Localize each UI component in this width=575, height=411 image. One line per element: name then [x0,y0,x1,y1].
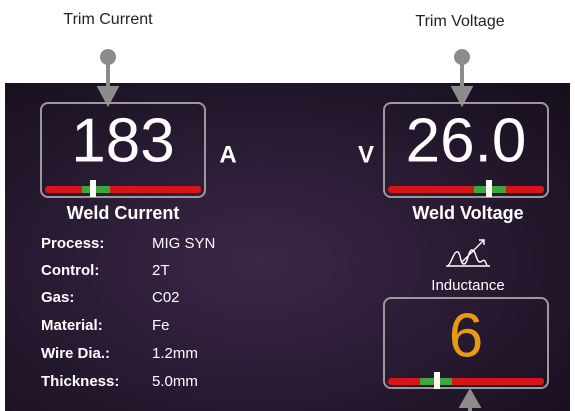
setting-label: Wire Dia.: [41,345,110,362]
trim-bar [45,186,201,193]
trim-bar [388,378,544,385]
setting-label: Gas: [41,289,74,306]
trim-marker [434,372,440,389]
setting-value: 2T [152,262,170,279]
callout-arrow [458,387,482,411]
voltage-label: Weld Voltage [412,203,523,223]
setting-label: Material: [41,317,103,334]
callout-label: Trim Voltage [415,13,504,30]
current-box[interactable] [40,102,206,198]
current-value: 183 [71,106,174,175]
callout-arrow [450,57,474,108]
inductance-value: 6 [449,301,483,370]
voltage-value: 26.0 [406,106,527,175]
setting-label: Thickness: [41,373,119,390]
current-unit: A [219,141,236,168]
trim-marker [486,180,492,197]
inductance-box[interactable] [383,297,549,389]
settings: Process: MIG SYN Control: 2T Gas: C02 Ma… [41,235,215,390]
trim-bar [388,186,544,193]
current-label: Weld Current [67,203,180,223]
setting-value: Fe [152,317,170,334]
setting-label: Control: [41,262,99,279]
inductance-label: Inductance [431,277,504,294]
inductance-icon [446,239,490,267]
setting-value: 5.0mm [152,373,198,390]
setting-label: Process: [41,235,104,252]
voltage-unit: V [358,141,374,168]
setting-value: C02 [152,289,180,306]
trim-marker [90,180,96,197]
callout-arrow [96,57,120,108]
setting-value: MIG SYN [152,235,215,252]
panel [5,83,570,411]
setting-value: 1.2mm [152,345,198,362]
voltage-box[interactable] [383,102,549,198]
callout-label: Trim Current [63,11,153,28]
